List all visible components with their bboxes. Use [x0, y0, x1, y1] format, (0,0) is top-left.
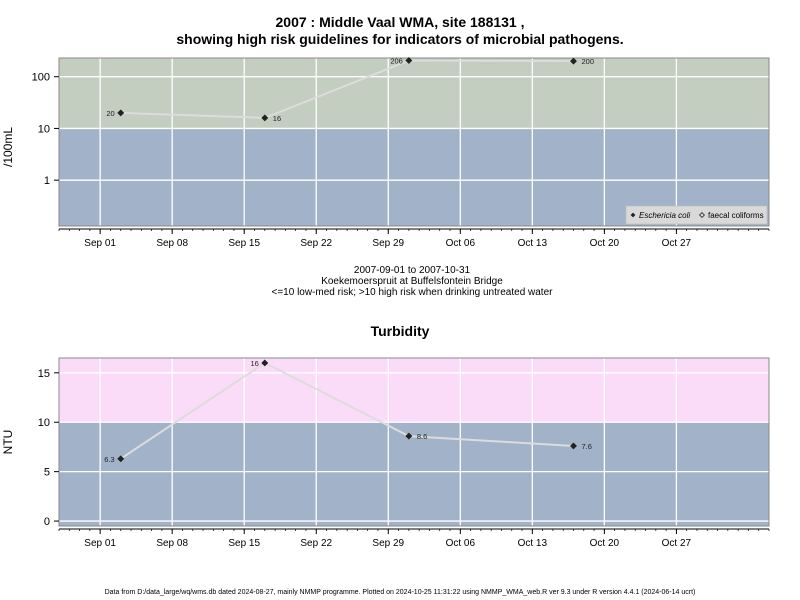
pathogen-data-point — [569, 57, 578, 65]
pathogen-data-label: 200 — [581, 57, 594, 66]
turbidity-data-label: 16 — [250, 359, 258, 368]
pathogen-x-tick-label: Oct 06 — [446, 238, 476, 249]
turbidity-data-label: 8.6 — [417, 432, 427, 441]
turbidity-data-point — [117, 455, 125, 463]
pathogen-chart: 1 10 100 Sep 01 Sep 08 Sep 15 Sep 22 Sep 29 Oct … — [32, 56, 770, 249]
turbidity-plot-frame — [58, 357, 770, 527]
pathogen-x-tick-label: Oct 20 — [590, 238, 620, 249]
caption-risk-note: <=10 low-med risk; >10 high risk when dr… — [271, 287, 553, 298]
pathogen-legend-marker-filled — [630, 212, 636, 218]
pathogen-data-label: 16 — [273, 114, 281, 123]
pathogen-data-label: 20 — [106, 109, 114, 118]
pathogen-y-tick-label: 10 — [38, 123, 50, 135]
turbidity-data-point — [261, 359, 269, 367]
turbidity-x-tick-label: Oct 13 — [518, 538, 548, 549]
pathogen-legend-label: Eschericia coli — [639, 211, 690, 220]
pathogen-risk-band-1 — [59, 58, 769, 129]
pathogen-legend-label: faecal coliforms — [708, 211, 764, 220]
pathogen-data-point — [405, 56, 413, 65]
turbidity-title: Turbidity — [370, 323, 430, 339]
pathogen-data-label: 206 — [390, 56, 403, 65]
turbidity-x-tick-label: Sep 01 — [84, 538, 116, 549]
turbidity-data-point — [405, 432, 413, 440]
pathogen-x-tick-label: Sep 01 — [84, 238, 116, 249]
caption-site-name: Koekemoerspruit at Buffelsfontein Bridge — [321, 276, 503, 287]
chart-title-line2: showing high risk guidelines for indicat… — [176, 31, 624, 47]
turbidity-data-label: 7.6 — [581, 442, 591, 451]
turbidity-x-tick-label: Oct 27 — [662, 538, 692, 549]
footer-note: Data from D:/data_large/wq/wms.db dated … — [104, 589, 696, 596]
pathogen-y-tick-label: 1 — [44, 175, 50, 187]
pathogen-x-tick-label: Oct 27 — [662, 238, 692, 249]
turbidity-series-line — [120, 361, 574, 460]
turbidity-x-tick-label: Sep 22 — [300, 538, 332, 549]
turbidity-y-tick-label: 10 — [38, 417, 50, 429]
pathogen-plot-frame — [58, 57, 770, 227]
turbidity-chart: 0 5 10 15 Sep 01 Sep 08 Sep 15 Sep 22 Sep 29 Oct … — [38, 357, 770, 549]
turbidity-x-tick-label: Sep 08 — [156, 538, 188, 549]
turbidity-x-tick-label: Sep 29 — [372, 538, 404, 549]
turbidity-data-label: 6.3 — [104, 455, 114, 464]
pathogen-data-point — [261, 114, 269, 122]
turbidity-y-tick-label: 5 — [44, 467, 50, 479]
turbidity-x-tick-label: Oct 06 — [446, 538, 476, 549]
turbidity-data-point — [569, 442, 578, 450]
turbidity-risk-band-0 — [59, 422, 769, 526]
turbidity-x-tick-label: Sep 15 — [228, 538, 260, 549]
pathogen-x-tick-label: Sep 29 — [372, 238, 404, 249]
pathogen-x-tick-label: Sep 08 — [156, 238, 188, 249]
pathogen-legend-marker-open — [699, 212, 705, 218]
turbidity-risk-band-1 — [59, 358, 769, 423]
pathogen-x-tick-label: Sep 22 — [300, 238, 332, 249]
caption-date-range: 2007-09-01 to 2007-10-31 — [353, 265, 471, 276]
chart-title-line1: 2007 : Middle Vaal WMA, site 188131 , — [275, 14, 525, 30]
pathogen-series-line — [120, 59, 574, 119]
pathogen-data-point — [117, 109, 125, 117]
turbidity-y-tick-label: 0 — [44, 516, 50, 528]
turbidity-y-tick-label: 15 — [38, 368, 50, 380]
pathogen-x-tick-label: Sep 15 — [228, 238, 260, 249]
pathogen-y-tick-label: 100 — [32, 72, 50, 84]
turbidity-x-tick-label: Oct 20 — [590, 538, 620, 549]
pathogen-x-tick-label: Oct 13 — [518, 238, 548, 249]
pathogen-legend-box — [625, 205, 768, 225]
